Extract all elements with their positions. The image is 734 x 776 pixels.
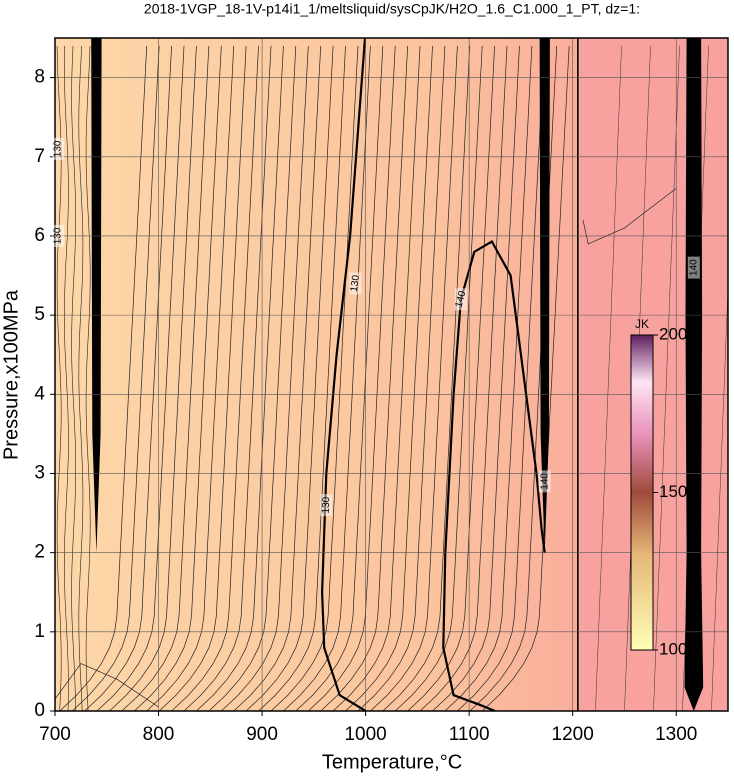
y-tick-label: 6 xyxy=(34,225,45,246)
contour-label: 140 xyxy=(454,289,469,308)
y-axis-label: Pressure,x100MPa xyxy=(0,289,22,460)
x-tick-label: 900 xyxy=(246,724,278,745)
colorbar-tick-label: 200 xyxy=(659,324,687,343)
contour-label-bg xyxy=(349,272,362,295)
y-tick-label: 2 xyxy=(34,542,45,563)
x-tick-label: 1100 xyxy=(449,724,490,745)
contour-label-bg xyxy=(538,470,551,493)
y-tick-label: 8 xyxy=(34,67,45,88)
contour-label-bg xyxy=(687,256,700,279)
colorbar-label: JK xyxy=(635,317,649,331)
contour-label-bg xyxy=(52,137,65,160)
contour-label: 140 xyxy=(539,473,550,490)
x-tick-label: 1000 xyxy=(344,724,386,745)
y-tick-label: 5 xyxy=(34,304,45,325)
y-tick-label: 7 xyxy=(34,146,45,167)
chart-title: 2018-1VGP_18-1V-p14i1_1/meltsliquid/sysC… xyxy=(144,1,640,17)
x-tick-label: 1200 xyxy=(552,724,594,745)
contour-label: 130 xyxy=(53,227,64,244)
y-tick-label: 1 xyxy=(34,621,45,642)
contour-band xyxy=(539,38,550,553)
contour-label-bg xyxy=(320,494,333,517)
contour-line-major xyxy=(320,38,367,711)
contour-line-major xyxy=(442,239,546,711)
contour-band xyxy=(91,38,102,553)
contour-label: 130 xyxy=(53,140,64,157)
contour-label: 130 xyxy=(321,496,333,513)
contour-label-bg xyxy=(454,288,467,311)
colorbar-tick-label: 150 xyxy=(659,482,687,501)
contour-label: 130 xyxy=(349,274,362,292)
x-tick-label: 700 xyxy=(39,724,71,745)
phase-region xyxy=(580,38,728,711)
contour-label-bg xyxy=(52,224,65,247)
x-tick-label: 800 xyxy=(143,724,175,745)
x-axis-label: Temperature,°C xyxy=(322,751,462,773)
contour-band xyxy=(684,38,704,711)
contour-line xyxy=(55,663,159,708)
colorbar xyxy=(630,334,654,651)
x-tick-label: 1300 xyxy=(655,724,697,745)
y-tick-label: 4 xyxy=(34,383,45,404)
plot-frame xyxy=(54,37,729,712)
y-tick-label: 0 xyxy=(34,700,45,721)
colorbar-tick-label: 100 xyxy=(659,639,687,658)
y-tick-label: 3 xyxy=(34,462,45,483)
contour-line xyxy=(711,282,728,711)
contour-label: 140 xyxy=(688,259,699,276)
